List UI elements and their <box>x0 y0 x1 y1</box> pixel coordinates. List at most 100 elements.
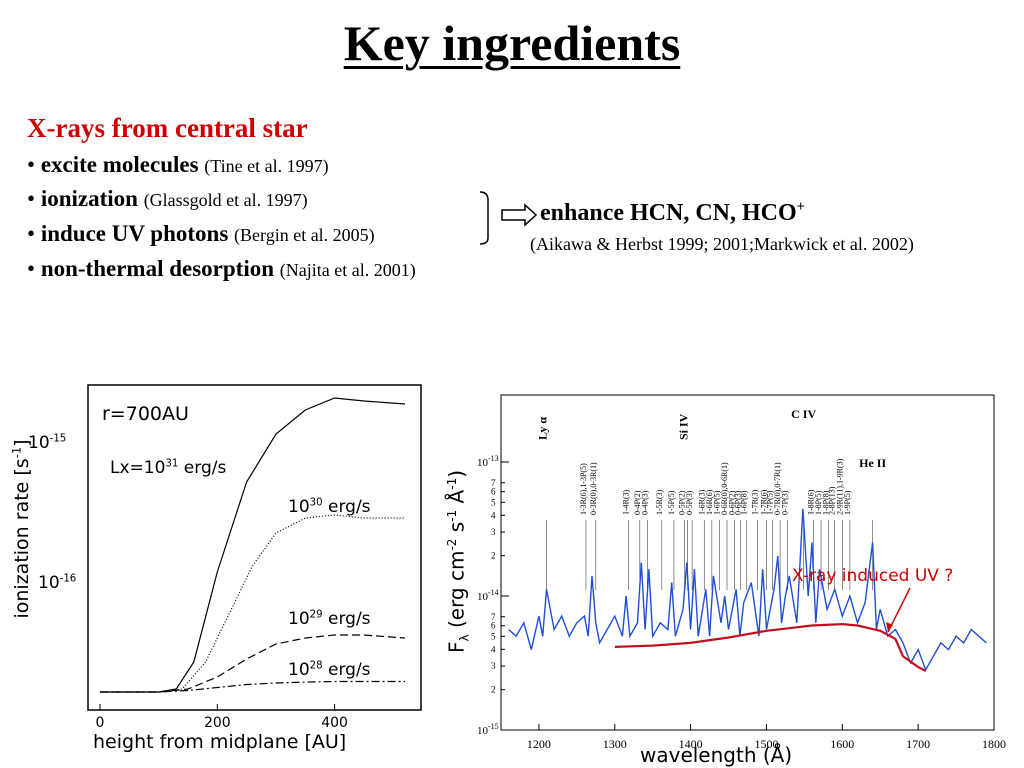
bullet-text: induce UV photons <box>40 221 229 246</box>
ylabel-d: Å <box>444 489 469 510</box>
y-tick-exp: -13 <box>488 454 499 463</box>
line-ids-group: Ly α 1-3R(6),1-3P(5) 0-3R(0),0-3R(1) 1-4R(3… <box>536 407 886 590</box>
line-id-label: 0-4P(2) <box>633 490 642 515</box>
ylabel-b: (erg cm <box>444 550 469 635</box>
line-id-label: Si IV <box>677 413 691 440</box>
ylabel-c: s <box>444 521 469 539</box>
y-minor-label: 5 <box>491 497 496 507</box>
line-id-label: 0-4P(3) <box>640 490 649 515</box>
x-tick-label: 1300 <box>603 737 627 751</box>
line-id-label: 1-6P(8) <box>740 490 749 515</box>
bullet-glyph: • <box>27 221 36 246</box>
bullet-item: • excite molecules (Tine et al. 1997) <box>27 152 329 178</box>
y-tick-label: 10-14 <box>477 588 499 603</box>
ylabel-end: ] <box>11 439 33 447</box>
plot-frame <box>500 394 995 731</box>
line-id-label: 1-7R(3) <box>750 489 759 515</box>
uv-annotation: X-ray induced UV ? <box>792 566 953 586</box>
result-citation: (Aikawa & Herbst 1999; 2001;Markwick et … <box>530 234 914 254</box>
spectrum-line <box>508 508 987 672</box>
line-id-label: 1-5P(5) <box>667 490 676 515</box>
y-tick-label: 10-13 <box>477 454 499 469</box>
y-minor-label: 4 <box>491 510 496 520</box>
y-minor-label: 7 <box>491 612 496 622</box>
x-axis-label: height from midplane [AU] <box>93 731 346 753</box>
series-label-post: erg/s <box>322 609 371 629</box>
spectrum-group <box>508 508 987 672</box>
series-label: 1030 erg/s <box>288 497 371 517</box>
line-id-label: 1-9P(5) <box>843 490 852 515</box>
ylabel-e: ) <box>444 469 469 478</box>
series-label-pre: Lx=10 <box>110 458 166 478</box>
line-id-label: 1-6R(6) <box>705 489 714 515</box>
spectrum-chart: 1200 1300 1400 1500 1600 1700 1800 10-13 10-14 10… <box>477 394 1006 767</box>
ylabel-s1: -2 <box>444 538 459 551</box>
series-label: 1028 erg/s <box>288 660 371 680</box>
y-minor-label: 6 <box>491 487 496 497</box>
ylabel-s3: -1 <box>444 477 459 490</box>
bullet-item: • ionization (Glassgold et al. 1997) <box>27 186 308 212</box>
line-id-label: C IV <box>791 407 816 421</box>
y-minor-label: 4 <box>491 644 496 654</box>
line-id-label: 1-6P(5) <box>712 490 721 515</box>
bullet-text: ionization <box>40 186 138 211</box>
series-label-sup: 28 <box>309 660 323 672</box>
page-title: Key ingredients <box>343 15 681 71</box>
bullet-glyph: • <box>27 152 36 177</box>
y-axis-label: ionization rate [s-1] <box>9 419 33 639</box>
line-id-label: 0-5P(3) <box>685 490 694 515</box>
line-id-label: 1-8P(5) <box>814 490 823 515</box>
x-tick-label: 400 <box>321 715 348 731</box>
bullet-glyph: • <box>27 256 36 281</box>
result-main: enhance HCN, CN, HCO <box>540 200 797 226</box>
x-tick-label: 200 <box>204 715 231 731</box>
plot-annotation: r=700AU <box>102 403 189 425</box>
x-tick-label: 1700 <box>906 737 930 751</box>
line-id-label: 1-5R(3) <box>655 489 664 515</box>
y-minor-label: 5 <box>491 631 496 641</box>
ylabel-sub: λ <box>457 634 472 642</box>
line-id-label: Ly α <box>536 417 550 440</box>
series-label-pre: 10 <box>288 497 310 517</box>
ylabel-base: ionization rate [s <box>11 458 33 619</box>
series-label-sup: 29 <box>309 609 323 621</box>
line-id-label: 1-7P(5) <box>766 490 775 515</box>
y-axis-label: Fλ (erg cm-2 s-1 Å-1) <box>445 442 472 682</box>
series-label-post: erg/s <box>322 497 371 517</box>
series-line <box>100 634 406 693</box>
x-axis-label: wavelength (Å) <box>640 743 792 767</box>
result-text: enhance HCN, CN, HCO+ <box>540 200 805 227</box>
series-label-pre: 10 <box>288 660 310 680</box>
tick-base: 10 <box>28 433 50 453</box>
ylabel-s2: -1 <box>444 509 459 522</box>
line-id-label: 0-7P(3) <box>781 490 790 515</box>
y-tick-exp: -15 <box>488 722 499 731</box>
line-id-label: 2-8P(13) <box>828 486 837 515</box>
x-tick-label: 1800 <box>982 737 1006 751</box>
x-tick-label: 0 <box>96 715 105 731</box>
y-minor-label: 2 <box>491 685 496 695</box>
ylabel-sup: -1 <box>9 446 24 459</box>
line-id-label: 0-3R(0),0-3R(1) <box>589 462 598 515</box>
bullet-citation: (Glassgold et al. 1997) <box>143 190 308 210</box>
series-label-sup: 31 <box>165 458 179 470</box>
series-line <box>100 397 406 693</box>
ionization-chart: 0 200 400 height from midplane [AU] <box>87 384 422 753</box>
series-label: 1029 erg/s <box>288 609 371 629</box>
line-id-label: 1-4R(3) <box>621 489 630 515</box>
bullet-item: • non-thermal desorption (Najita et al. … <box>27 256 416 282</box>
uv-curve <box>614 622 927 672</box>
tick-exp: -16 <box>59 573 77 585</box>
line-id-label: 1-3R(6),1-3P(5) <box>579 463 588 515</box>
line-id-label: 0-6P(3) <box>734 490 743 515</box>
line-id-label: 0-6P(2) <box>728 490 737 515</box>
series-line <box>100 680 405 693</box>
line-id-label: 1-8P(8) <box>822 490 831 515</box>
y-minor-label: 7 <box>491 478 496 488</box>
x-tick-label: 1400 <box>679 737 703 751</box>
bullet-citation: (Bergin et al. 2005) <box>234 225 375 245</box>
series-label-post: erg/s <box>178 458 227 478</box>
line-id-label: 1-8R(6) <box>806 489 815 515</box>
line-id-label: 0-5P(2) <box>678 490 687 515</box>
line-id-label: 1-7R(6) <box>759 489 768 515</box>
